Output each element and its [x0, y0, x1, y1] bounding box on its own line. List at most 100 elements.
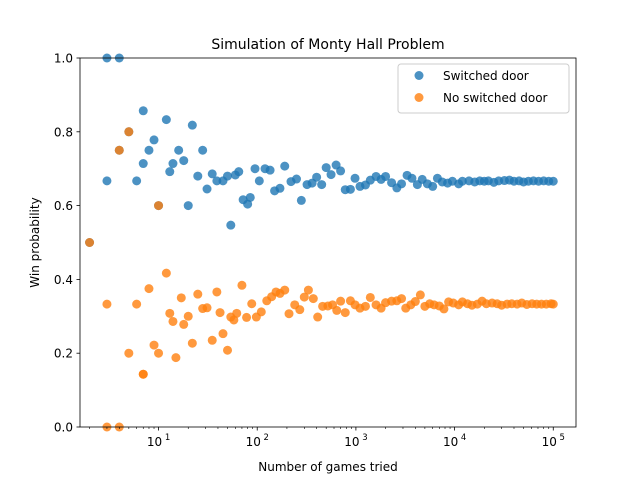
switched-point	[193, 171, 203, 181]
switched-point	[548, 176, 558, 186]
legend: Switched door No switched door	[397, 63, 570, 114]
y-tick-label: 0.2	[54, 347, 73, 361]
switched-point	[296, 195, 306, 205]
no-switched-point	[242, 312, 252, 322]
switched-point	[336, 166, 346, 176]
switched-point	[223, 171, 233, 181]
switched-point	[138, 159, 148, 169]
switched-point	[250, 164, 260, 174]
no-switched-point	[85, 238, 95, 247]
no-switched-point	[313, 312, 323, 322]
no-switched-point	[295, 305, 305, 315]
no-switched-point	[548, 299, 558, 309]
switched-point	[457, 176, 467, 186]
x-tick-label: 10	[443, 435, 458, 449]
no-switched-point	[212, 287, 222, 297]
no-switched-point	[299, 292, 309, 302]
no-switched-point	[179, 319, 189, 329]
plot-frame	[79, 57, 577, 428]
chart-title: Simulation of Monty Hall Problem	[211, 37, 444, 53]
no-switched-point	[154, 201, 164, 211]
no-switched-point	[171, 353, 181, 363]
no-switched-point	[176, 293, 186, 303]
x-tick-exponent: 1	[165, 433, 170, 443]
no-switched-point	[149, 340, 159, 350]
legend-marker-switched	[414, 71, 424, 80]
x-tick-exponent: 2	[264, 433, 269, 443]
no-switched-point	[237, 280, 247, 290]
switched-point	[397, 179, 407, 189]
x-tick-label: 10	[542, 435, 557, 449]
no-switched-point	[165, 308, 175, 318]
switched-point	[144, 145, 154, 155]
switched-point	[275, 183, 285, 193]
no-switched-point	[256, 307, 266, 317]
no-switched-point	[183, 311, 193, 321]
no-switched-point	[161, 268, 171, 278]
switched-point	[187, 120, 197, 130]
no-switched-point	[280, 285, 290, 295]
switched-point	[202, 184, 212, 194]
no-switched-point	[132, 299, 142, 309]
no-switched-point	[215, 308, 225, 318]
switched-point	[254, 176, 264, 186]
no-switched-point	[397, 294, 407, 304]
no-switched-point	[360, 301, 370, 311]
no-switched-point	[193, 289, 203, 299]
switched-point	[381, 171, 391, 181]
no-switched-point	[223, 345, 233, 355]
switched-point	[198, 145, 208, 155]
y-tick-label: 0.0	[54, 421, 73, 435]
no-switched-point	[154, 348, 164, 358]
x-tick-exponent: 4	[461, 433, 466, 443]
no-switched-point	[365, 292, 375, 302]
no-switched-point	[114, 145, 124, 155]
x-tick-label: 10	[147, 435, 162, 449]
no-switched-point	[168, 316, 178, 326]
no-switched-point	[124, 348, 134, 358]
no-switched-point	[410, 297, 420, 307]
no-switched-point	[187, 338, 197, 348]
switched-point	[234, 167, 244, 177]
ticks-layer: 10 1 10 2 10 3 10 4 10 50.00.20.40.60.81.0	[54, 52, 565, 450]
switched-point	[132, 176, 142, 186]
x-tick-label: 10	[246, 435, 261, 449]
no-switched-point	[102, 299, 112, 309]
switched-point	[321, 163, 331, 173]
switched-point	[245, 192, 255, 202]
no-switched-point	[340, 308, 350, 318]
y-tick-label: 0.8	[54, 125, 73, 139]
y-tick-label: 0.6	[54, 199, 73, 213]
switched-point	[291, 174, 301, 184]
switched-point	[138, 106, 148, 116]
no-switched-point	[124, 127, 134, 137]
switched-point	[265, 165, 275, 175]
legend-box	[397, 63, 570, 114]
no-switched-point	[284, 309, 294, 319]
y-tick-label: 1.0	[54, 52, 73, 66]
switched-point	[168, 159, 178, 169]
legend-marker-no-switched	[414, 93, 424, 102]
switched-point	[280, 161, 290, 171]
no-switched-point	[303, 285, 313, 295]
no-switched-point	[232, 308, 242, 318]
switched-point	[165, 167, 175, 177]
x-axis-label: Number of games tried	[258, 460, 397, 474]
no-switched-point	[336, 296, 346, 306]
switched-point	[179, 156, 189, 166]
switched-point	[345, 184, 355, 194]
switched-point	[207, 169, 217, 179]
no-switched-point	[218, 329, 228, 339]
switched-point	[174, 145, 184, 155]
switched-point	[149, 135, 159, 145]
switched-point	[226, 220, 236, 230]
x-tick-label: 10	[344, 435, 359, 449]
no-switched-point	[308, 294, 318, 304]
no-switched-point	[207, 335, 217, 345]
switched-point	[326, 170, 336, 180]
y-axis-label: Win probability	[28, 197, 42, 287]
legend-label-no-switched: No switched door	[443, 91, 548, 105]
switched-point	[161, 115, 171, 125]
no-switched-point	[144, 284, 154, 294]
